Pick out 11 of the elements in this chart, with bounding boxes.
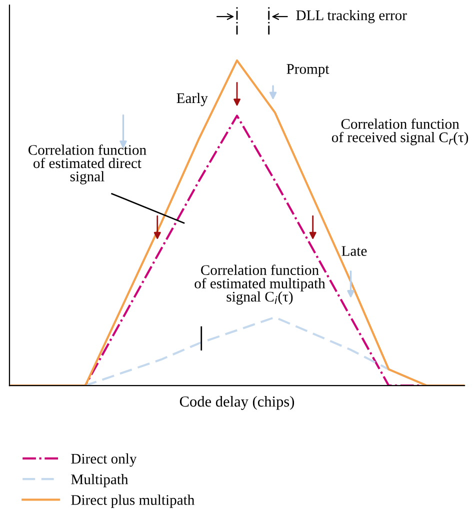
annotation: Early [176,92,208,106]
legend-label: Direct plus multipath [71,494,194,508]
x-axis-title: Code delay (chips) [180,396,294,410]
legend-label: Multipath [71,474,128,488]
annotation: Late [342,246,367,256]
annotation: Correlation function of estimated multipath signal C$_{i}$(τ) [194,264,326,305]
annotation: Correlation function of estimated direct signal [28,144,146,184]
legend-label: Direct only [71,453,137,467]
text: DLL tracking error [296,10,407,24]
annotation: Prompt [286,64,330,77]
annotation: Correlation function of received signal C$_{r}$(τ) [332,118,468,146]
